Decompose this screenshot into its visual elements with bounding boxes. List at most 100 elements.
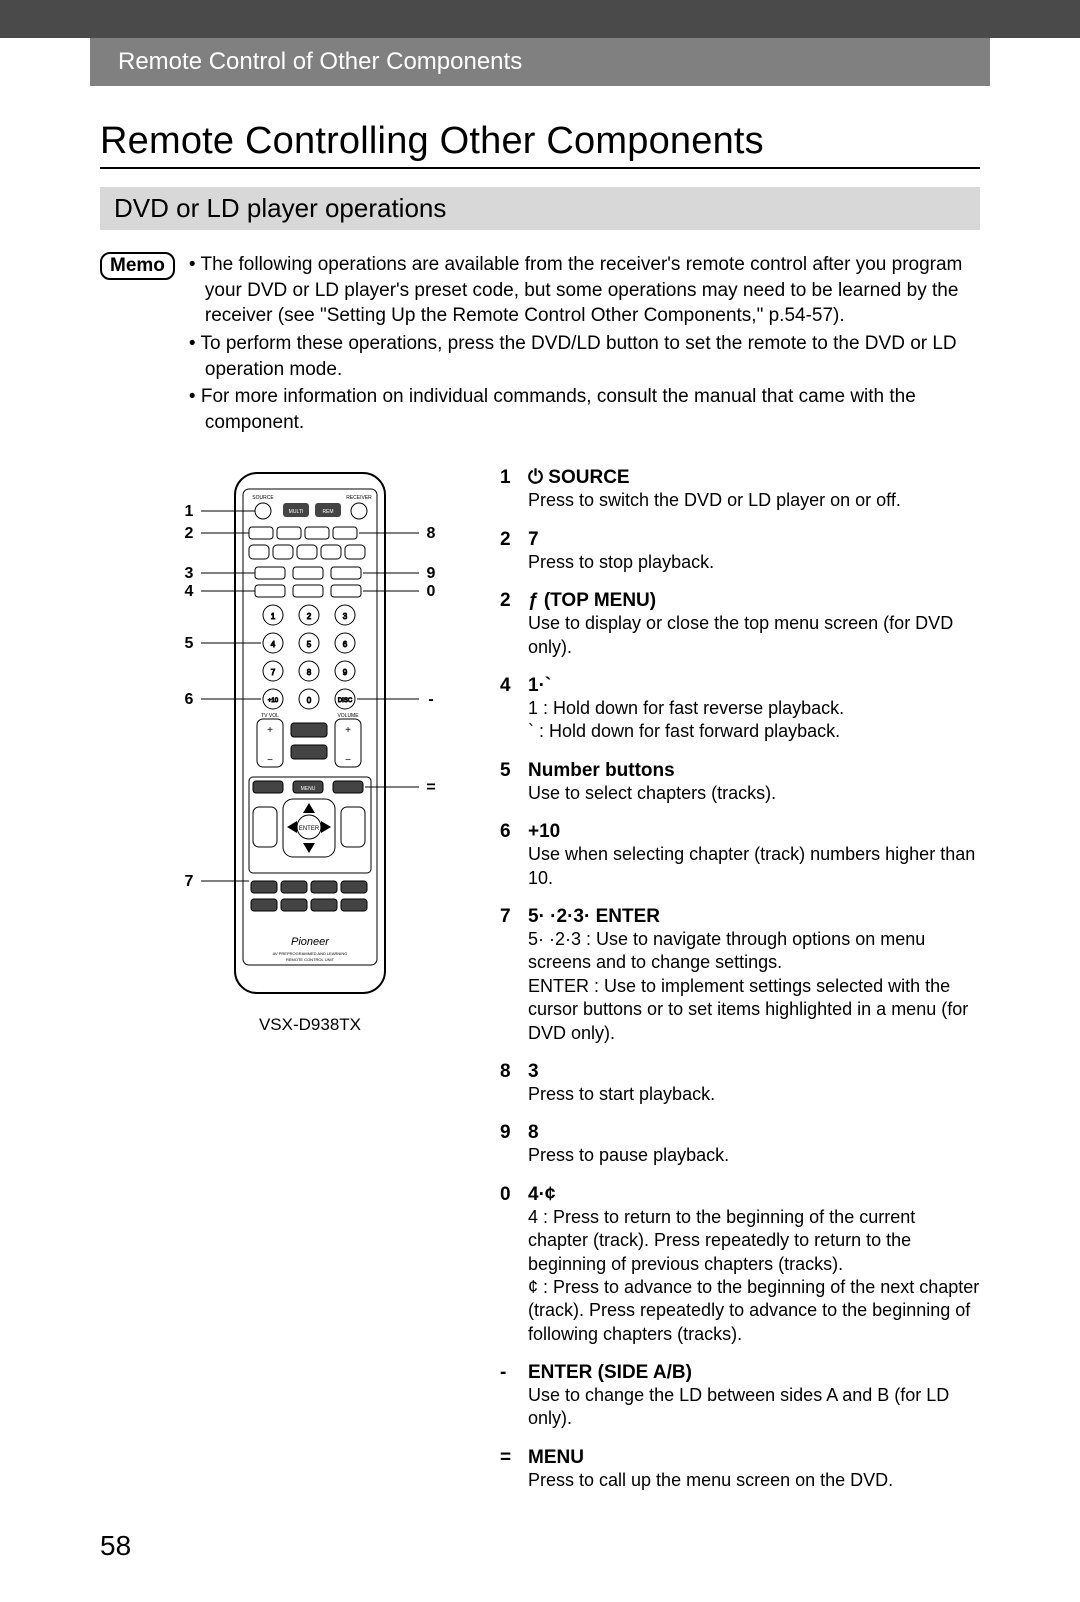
svg-text:2: 2 [307, 612, 312, 621]
desc-item-line: Use to display or close the top menu scr… [528, 612, 980, 659]
svg-text:6: 6 [185, 691, 194, 708]
remote-svg: SOURCE MULTI REM RECEIVER [165, 467, 455, 1007]
svg-text:5: 5 [185, 635, 194, 652]
svg-text:ENTER: ENTER [299, 826, 320, 832]
desc-item: 5Number buttonsUse to select chapters (t… [500, 760, 980, 805]
desc-item: 41·`1 : Hold down for fast reverse playb… [500, 675, 980, 744]
svg-text:REMOTE CONTROL UNIT: REMOTE CONTROL UNIT [286, 957, 335, 962]
desc-item-body: Use to change the LD between sides A and… [528, 1384, 980, 1431]
desc-item: 2 ƒ (TOP MENU)Use to display or close the… [500, 590, 980, 659]
page-title: Remote Controlling Other Components [100, 120, 980, 163]
desc-item-line: ` : Hold down for fast forward playback. [528, 720, 980, 743]
svg-text:SOURCE: SOURCE [252, 495, 274, 501]
desc-item-head: 7 5· ·2·3· ENTER [500, 906, 980, 928]
desc-item-line: Press to stop playback. [528, 551, 980, 574]
page-content: Remote Controlling Other Components DVD … [0, 120, 1080, 1602]
desc-item-number: 1 [500, 467, 518, 489]
svg-text:3: 3 [343, 612, 348, 621]
page-number: 58 [100, 1530, 980, 1562]
svg-text:+10: +10 [268, 698, 279, 704]
desc-item-title: 5· ·2·3· ENTER [528, 906, 660, 928]
desc-item-number: 8 [500, 1061, 518, 1083]
desc-item-line: Use when selecting chapter (track) numbe… [528, 843, 980, 890]
desc-item-title: +10 [528, 821, 560, 843]
desc-item-number: 0 [500, 1184, 518, 1206]
desc-item: 6+10Use when selecting chapter (track) n… [500, 821, 980, 890]
desc-item-head: -ENTER (SIDE A/B) [500, 1362, 980, 1384]
desc-item-line: Press to pause playback. [528, 1144, 980, 1167]
svg-text:9: 9 [427, 565, 436, 582]
svg-text:REM: REM [322, 509, 333, 515]
desc-item-head: 1⏻ SOURCE [500, 467, 980, 489]
desc-item-head: 2 ƒ (TOP MENU) [500, 590, 980, 612]
svg-text:-: - [428, 691, 433, 708]
svg-text:9: 9 [343, 668, 348, 677]
svg-text:RECEIVER: RECEIVER [346, 495, 372, 501]
svg-text:DISC: DISC [338, 698, 353, 704]
desc-item-number: 7 [500, 906, 518, 928]
svg-text:1: 1 [271, 612, 276, 621]
desc-item-number: 2 [500, 590, 518, 612]
svg-text:Pioneer: Pioneer [291, 936, 330, 948]
desc-item-body: Press to switch the DVD or LD player on … [528, 489, 980, 512]
desc-item-title: 4·¢ [528, 1184, 555, 1206]
svg-text:1: 1 [185, 503, 194, 520]
desc-item-title: 3 [528, 1061, 539, 1083]
desc-item-number: 5 [500, 760, 518, 782]
svg-text:−: − [345, 755, 351, 766]
desc-item-body: 1 : Hold down for fast reverse playback.… [528, 697, 980, 744]
svg-text:7: 7 [185, 873, 194, 890]
desc-item-head: 0 4·¢ [500, 1184, 980, 1206]
desc-item: 98Press to pause playback. [500, 1122, 980, 1167]
desc-item-line: ENTER : Use to implement settings select… [528, 975, 980, 1045]
desc-item: 27Press to stop playback. [500, 529, 980, 574]
title-rule [100, 167, 980, 169]
desc-item-title: ƒ (TOP MENU) [528, 590, 656, 612]
svg-text:0: 0 [427, 583, 436, 600]
svg-text:6: 6 [343, 640, 348, 649]
desc-item-title: 7 [528, 529, 539, 551]
desc-item-number: 2 [500, 529, 518, 551]
svg-text:+: + [345, 725, 351, 736]
desc-item-line: Use to change the LD between sides A and… [528, 1384, 980, 1431]
svg-text:MENU: MENU [301, 786, 316, 792]
desc-item: =MENUPress to call up the menu screen on… [500, 1447, 980, 1492]
svg-text:AV PREPROGRAMMED AND LEARNING: AV PREPROGRAMMED AND LEARNING [273, 951, 348, 956]
description-list: 1⏻ SOURCEPress to switch the DVD or LD p… [500, 467, 980, 1508]
desc-item: 83Press to start playback. [500, 1061, 980, 1106]
desc-item-line: Press to switch the DVD or LD player on … [528, 489, 980, 512]
desc-item-line: Press to start playback. [528, 1083, 980, 1106]
desc-item-body: Use when selecting chapter (track) numbe… [528, 843, 980, 890]
desc-item-number: - [500, 1362, 518, 1384]
svg-text:0: 0 [307, 696, 312, 705]
svg-text:TV VOL: TV VOL [261, 713, 279, 719]
svg-text:2: 2 [185, 525, 194, 542]
svg-text:7: 7 [271, 668, 276, 677]
desc-item-line: ¢ : Press to advance to the beginning of… [528, 1276, 980, 1346]
desc-item-title: 1·` [528, 675, 551, 697]
desc-item-line: Use to select chapters (tracks). [528, 782, 980, 805]
desc-item-line: 1 : Hold down for fast reverse playback. [528, 697, 980, 720]
svg-text:8: 8 [427, 525, 436, 542]
remote-diagram: SOURCE MULTI REM RECEIVER [100, 467, 460, 1508]
desc-item-head: 27 [500, 529, 980, 551]
desc-item-number: 9 [500, 1122, 518, 1144]
top-dark-bar [0, 0, 1080, 38]
section-title: DVD or LD player operations [100, 187, 980, 230]
memo-item: The following operations are available f… [189, 252, 980, 329]
desc-item-body: 5· ·2·3 : Use to navigate through option… [528, 928, 980, 1045]
desc-item-number: = [500, 1447, 518, 1469]
desc-item-title: MENU [528, 1447, 584, 1469]
svg-text:3: 3 [185, 565, 194, 582]
memo-list: The following operations are available f… [189, 252, 980, 437]
memo-block: Memo The following operations are availa… [100, 252, 980, 437]
svg-text:4: 4 [185, 583, 194, 600]
desc-item-title: ENTER (SIDE A/B) [528, 1362, 692, 1384]
svg-text:−: − [267, 755, 273, 766]
desc-item: 1⏻ SOURCEPress to switch the DVD or LD p… [500, 467, 980, 512]
desc-item-head: 83 [500, 1061, 980, 1083]
svg-text:8: 8 [307, 668, 312, 677]
desc-item-head: 41·` [500, 675, 980, 697]
desc-item-body: Use to select chapters (tracks). [528, 782, 980, 805]
svg-text:MULTI: MULTI [289, 509, 304, 515]
